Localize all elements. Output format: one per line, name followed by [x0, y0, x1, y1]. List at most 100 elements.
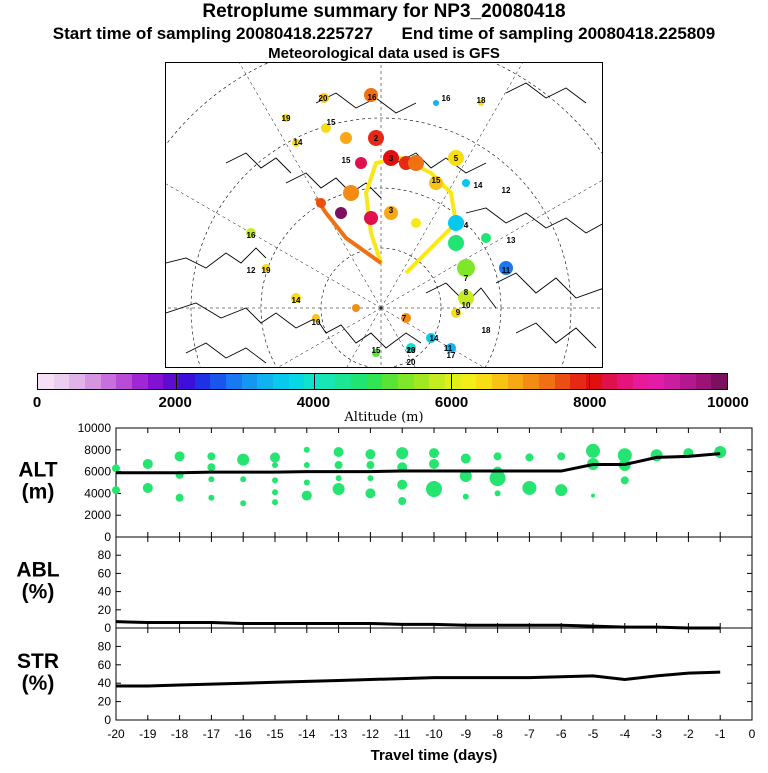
x-tick-label: -10 [425, 727, 443, 741]
x-tick-label: -1 [715, 727, 726, 741]
plume-marker [408, 155, 424, 171]
plume-marker [429, 176, 443, 190]
colorbar-segment [241, 374, 258, 389]
plume-marker [352, 304, 360, 312]
colorbar-segment [507, 374, 524, 389]
altitude-point [365, 449, 376, 460]
map-time-label: 19 [262, 266, 271, 275]
colorbar-segment [429, 374, 446, 389]
altitude-point [112, 486, 120, 495]
x-tick-label: -16 [235, 727, 253, 741]
chart-title: Retroplume summary for NP3_20080418 [202, 1, 566, 22]
colorbar-segment [632, 374, 649, 389]
altitude-colorbar [37, 373, 728, 390]
panel-frame-str [115, 627, 753, 721]
colorbar-segment [272, 374, 289, 389]
colorbar-segment [664, 374, 680, 389]
altitude-point [237, 453, 250, 466]
altitude-point [142, 458, 153, 469]
altitude-point [208, 476, 215, 483]
colorbar-segment [163, 374, 179, 389]
colorbar-segment [38, 374, 54, 389]
colorbar-segment [319, 374, 336, 389]
map-time-label: 20 [407, 346, 416, 355]
altitude-point [525, 453, 534, 462]
plume-marker [246, 228, 256, 238]
altitude-point [522, 480, 537, 495]
altitude-point [240, 500, 247, 507]
plume-marker [457, 259, 475, 277]
colorbar-tick-label: 10000 [707, 394, 749, 411]
y-tick-label: 40 [98, 585, 112, 599]
colorbar-segment [178, 374, 195, 389]
colorbar-segment [210, 374, 226, 389]
plume-marker [384, 206, 398, 220]
altitude-point [620, 476, 629, 485]
colorbar-segment [570, 374, 586, 389]
plume-marker [364, 88, 378, 102]
x-tick-label: -11 [394, 727, 411, 741]
x-tick-label: -9 [460, 727, 471, 741]
map-time-label: 13 [407, 346, 416, 355]
altitude-point [335, 475, 342, 482]
y-tick-label: 0 [104, 621, 111, 635]
y-tick-label: 10000 [78, 421, 112, 435]
altitude-point [429, 448, 439, 459]
map-time-label: 16 [368, 93, 377, 102]
coastline [495, 272, 602, 299]
x-tick-label: -17 [203, 727, 221, 741]
trajectory-path [363, 155, 459, 275]
plume-marker [282, 114, 290, 122]
map-time-label: 8 [464, 288, 469, 297]
map-time-label: 18 [477, 96, 486, 105]
map-time-label: 3 [389, 154, 394, 163]
map-time-label: 12 [247, 266, 256, 275]
colorbar-segment [84, 374, 101, 389]
plume-marker [448, 150, 464, 166]
colorbar-tick-label: 0 [32, 394, 42, 411]
map-time-label: 16 [247, 231, 256, 240]
altitude-point [207, 463, 216, 472]
map-time-label: 14 [292, 296, 301, 305]
altitude-point [493, 452, 502, 461]
map-time-label: 7 [402, 314, 407, 323]
colorbar-segment [225, 374, 242, 389]
plume-marker [458, 290, 474, 306]
colorbar-segment [351, 374, 367, 389]
altitude-point [207, 452, 216, 461]
altitude-point [591, 493, 595, 498]
colorbar-segment [288, 374, 305, 389]
coastline [505, 82, 587, 104]
plume-marker [406, 343, 416, 353]
colorbar-major-tick [175, 374, 177, 389]
plume-marker [316, 198, 326, 208]
coastline [166, 302, 422, 349]
coastline [515, 322, 597, 349]
altitude-point [270, 452, 280, 463]
colorbar-segment [335, 374, 352, 389]
altitude-point [365, 488, 376, 499]
map-time-label: 14 [294, 138, 303, 147]
x-tick-label: -20 [107, 727, 125, 741]
x-tick-label: -6 [556, 727, 567, 741]
altitude-point [366, 461, 375, 470]
colorbar-title: Altitude (m) [344, 410, 424, 425]
altitude-point [303, 446, 310, 453]
colorbar-segment [492, 374, 508, 389]
colorbar-tick-label: 2000 [158, 394, 192, 411]
x-tick-label: -3 [651, 727, 662, 741]
colorbar-segment [554, 374, 571, 389]
y-tick-label: 60 [98, 658, 112, 672]
plume-marker [343, 185, 359, 201]
map-time-label: 10 [462, 301, 471, 310]
x-tick-label: -18 [171, 727, 189, 741]
panel-frame-abl [115, 536, 753, 629]
altitude-point [555, 484, 568, 497]
altitude-point [398, 497, 407, 506]
mean-altitude-line [116, 452, 721, 475]
y-tick-label: 4000 [84, 486, 111, 500]
map-time-label: 15 [372, 346, 381, 355]
time-series-panels: 0 2000 4000 6000 8000 10000 ALT (m) 0 20 40 60 80 ABL… [0, 420, 768, 768]
plume-marker [340, 132, 352, 144]
colorbar-segment [131, 374, 148, 389]
